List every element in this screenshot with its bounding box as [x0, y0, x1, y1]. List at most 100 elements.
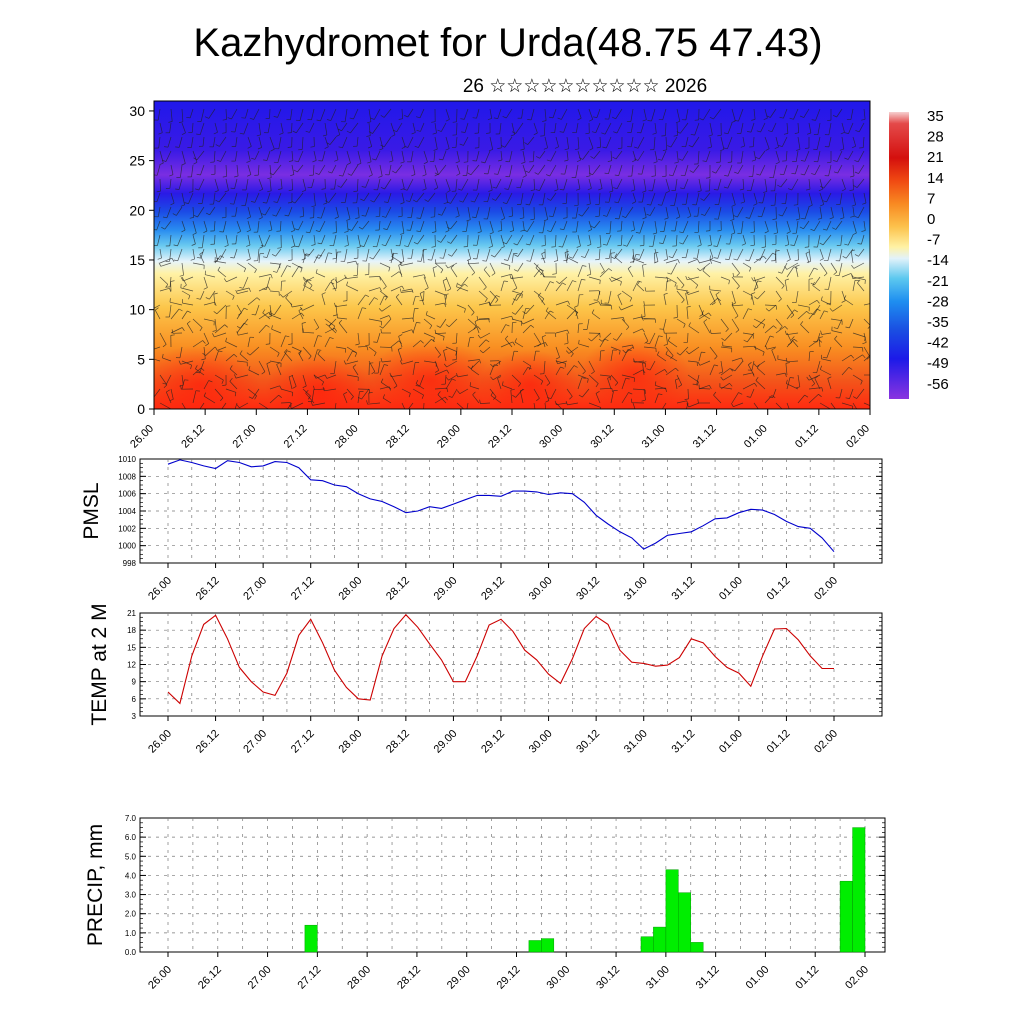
precip-bar: [678, 893, 690, 952]
wind-barb-flag: [648, 121, 652, 122]
colorbar-label: 14: [927, 170, 944, 187]
x-tick-label: 02.00: [812, 575, 840, 603]
y-tick-label: 30: [129, 103, 145, 119]
wind-barb-flag: [872, 407, 873, 411]
wind-barb-flag: [834, 411, 837, 414]
precip-bar: [853, 828, 865, 952]
wind-barb: [281, 403, 290, 404]
wind-barb-flag: [484, 201, 488, 202]
x-tick-label: 30.00: [527, 728, 555, 756]
wind-barb-flag: [532, 412, 536, 413]
page-title: Kazhydromet for Urda(48.75 47.43): [193, 21, 822, 65]
wind-barb-flag: [266, 344, 270, 345]
wind-barb-flag: [747, 190, 751, 191]
y-tick-label: 12: [127, 661, 136, 670]
x-tick-label: 29.00: [445, 964, 473, 992]
x-tick-label: 29.12: [479, 575, 507, 603]
x-tick-label: 02.00: [812, 728, 840, 756]
y-tick-label: 7.0: [125, 814, 137, 823]
x-tick-label: 28.00: [345, 964, 373, 992]
x-tick-label: 27.12: [289, 728, 317, 756]
y-tick-label: 1000: [118, 542, 136, 551]
y-tick-label: 20: [129, 202, 145, 218]
y-tick-label: 1004: [118, 507, 136, 516]
y-tick-label: 0.0: [125, 948, 137, 957]
y-tick-label: 1.0: [125, 929, 137, 938]
x-tick-label: 01.00: [744, 964, 772, 992]
y-tick-label: 3.0: [125, 891, 137, 900]
x-tick-label: 01.00: [717, 575, 745, 603]
x-tick-label: 02.00: [843, 964, 871, 992]
x-tick-label: 28.12: [384, 728, 412, 756]
x-tick-label: 01.00: [717, 728, 745, 756]
precip-bar: [541, 939, 553, 952]
colorbar-label: 21: [927, 149, 944, 166]
wind-barb-flag: [241, 118, 245, 119]
precip-bar: [653, 927, 665, 952]
x-tick-label: 27.12: [296, 964, 324, 992]
wind-barb-flag: [226, 306, 230, 307]
x-tick-label: 01.12: [765, 728, 793, 756]
wind-barb-flag: [215, 412, 219, 414]
x-tick-label: 28.00: [336, 575, 364, 603]
x-tick-label: 29.12: [486, 423, 514, 451]
wind-barb-flag: [701, 352, 705, 353]
x-tick-label: 26.00: [146, 728, 174, 756]
colorbar-label: -56: [927, 376, 949, 393]
x-tick-label: 28.00: [336, 728, 364, 756]
wind-barb-flag: [681, 175, 685, 176]
wind-barb: [457, 123, 458, 135]
y-tick-label: 1006: [118, 490, 136, 499]
wind-barb-flag: [288, 147, 292, 148]
precip-bar: [840, 881, 852, 952]
temp2m-y-label: TEMP at 2 M: [88, 603, 111, 725]
precip-bar: [641, 937, 653, 952]
x-tick-label: 26.12: [194, 728, 222, 756]
x-tick-label: 31.12: [691, 423, 719, 451]
wind-barb-flag: [402, 411, 405, 413]
colorbar-label: 28: [927, 129, 944, 146]
y-tick-label: 21: [127, 609, 136, 618]
y-tick-label: 6.0: [125, 833, 137, 842]
wind-barb-flag: [394, 253, 398, 254]
wind-barb-flag: [714, 190, 718, 191]
y-tick-label: 6: [132, 695, 137, 704]
warm-core: [140, 345, 260, 425]
x-tick-label: 29.00: [432, 728, 460, 756]
y-tick-label: 5: [137, 351, 145, 367]
wind-barb-flag: [632, 412, 636, 414]
wind-barb-flag: [463, 410, 465, 413]
x-tick-label: 28.12: [384, 575, 412, 603]
wind-barb-flag: [600, 280, 601, 284]
wind-barb-flag: [149, 347, 151, 351]
wind-barb-flag: [787, 413, 790, 415]
x-tick-label: 01.12: [793, 964, 821, 992]
wind-barb-flag: [706, 231, 710, 232]
wind-barb-flag: [874, 303, 875, 307]
wind-barb-flag: [782, 411, 784, 414]
colorbar-label: -7: [927, 232, 940, 249]
y-tick-label: 2.0: [125, 910, 137, 919]
y-tick-label: 5.0: [125, 852, 137, 861]
wind-barb-flag: [431, 217, 435, 218]
wind-barb: [336, 221, 337, 233]
wind-barb-flag: [659, 119, 663, 120]
precip-bar: [529, 941, 541, 953]
wind-barb-flag: [805, 148, 809, 149]
wind-barb-flag: [230, 204, 234, 205]
colorbar-label: -42: [927, 335, 949, 352]
x-tick-label: 26.00: [128, 423, 156, 451]
x-tick-label: 27.00: [241, 575, 269, 603]
x-tick-label: 27.00: [230, 423, 258, 451]
wind-barb-flag: [794, 205, 798, 206]
wind-barb-flag: [194, 410, 198, 412]
x-tick-label: 31.00: [644, 964, 672, 992]
y-tick-label: 15: [127, 643, 136, 652]
x-tick-label: 30.12: [574, 728, 602, 756]
x-tick-label: 27.00: [246, 964, 274, 992]
